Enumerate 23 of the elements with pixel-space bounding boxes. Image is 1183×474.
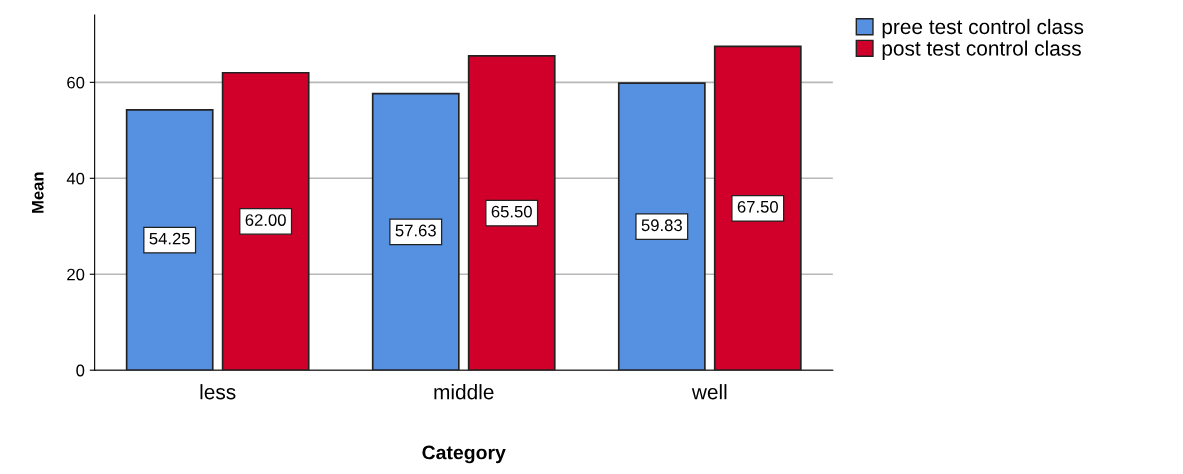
data-label: 57.63	[395, 224, 436, 237]
x-tick-label: middle	[434, 384, 494, 400]
bar	[467, 55, 556, 371]
y-tick-label: 0	[76, 364, 85, 377]
bar	[713, 45, 802, 371]
y-tick-label: 40	[66, 172, 85, 185]
data-label: 62.00	[245, 214, 286, 226]
y-tick-label: 60	[67, 76, 85, 89]
x-tick-label: less	[200, 384, 236, 400]
bar	[371, 92, 460, 371]
data-label: 67.50	[737, 200, 778, 213]
data-label: 59.83	[641, 219, 682, 232]
x-tick-label: well	[691, 384, 727, 400]
bar	[125, 109, 214, 371]
data-label: 65.50	[491, 205, 532, 218]
x-axis-title: Category	[422, 445, 506, 464]
y-tick-label: 20	[67, 268, 85, 281]
legend-label: post test control class	[882, 40, 1081, 60]
data-label: 54.25	[149, 232, 190, 245]
legend-label: pree test control class	[882, 18, 1084, 39]
bar	[617, 82, 706, 371]
bar	[221, 71, 310, 371]
y-axis-title: Mean	[32, 172, 44, 213]
